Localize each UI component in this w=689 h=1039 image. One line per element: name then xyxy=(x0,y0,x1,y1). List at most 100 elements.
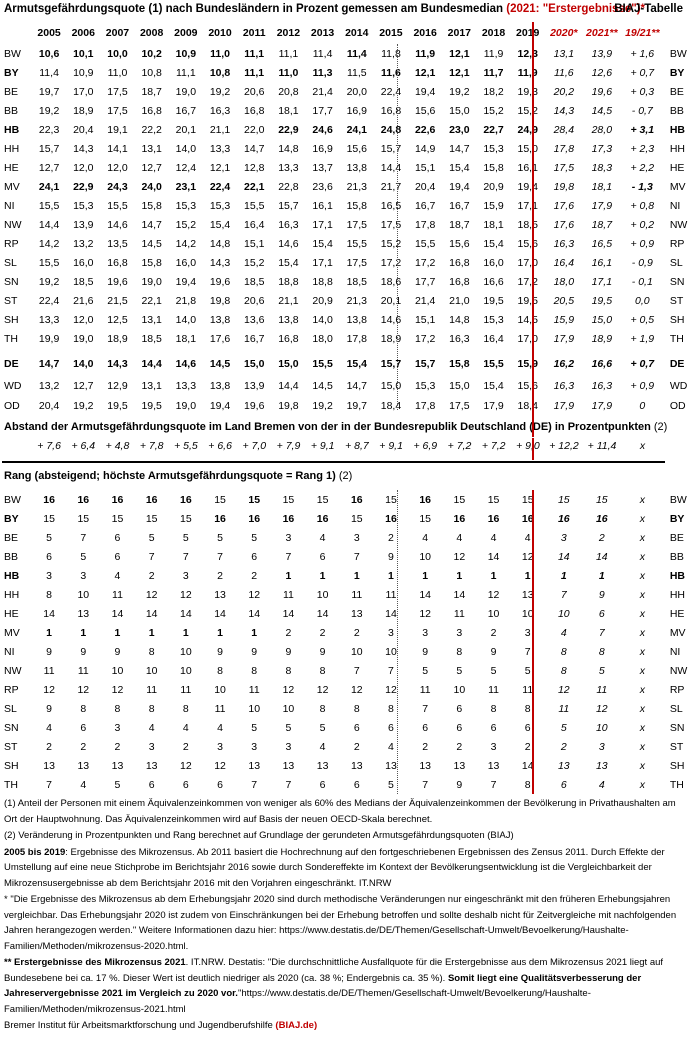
value-cell: 14,7 xyxy=(449,142,470,155)
row-nw: NW 11 11 10 10 10 8 8 8 8 7 7 5 5 5 5 8 5 x NW xyxy=(0,661,689,680)
value-cell: 18,8 xyxy=(278,275,299,288)
value-cell: + 1,9 xyxy=(630,332,655,345)
value-cell: 17,2 xyxy=(380,256,402,269)
value-cell: 8 xyxy=(524,778,531,791)
state-label-right: WD xyxy=(669,380,688,392)
value-cell: 10 xyxy=(419,550,431,563)
value-cell: + 3,1 xyxy=(630,123,655,136)
value-cell: 16,8 xyxy=(278,332,299,345)
value-cell: 1 xyxy=(490,569,497,582)
value-cell: 17,2 xyxy=(414,332,436,345)
value-cell: 16,0 xyxy=(73,256,94,269)
value-cell: 6 xyxy=(217,778,223,791)
state-label: TH xyxy=(4,778,18,791)
value-cell: 3 xyxy=(524,626,531,639)
value-cell: 0 xyxy=(639,400,646,412)
state-label-right: SN xyxy=(669,721,685,734)
value-cell: 17,6 xyxy=(553,218,575,231)
value-cell: 9 xyxy=(114,645,121,658)
value-cell: 5 xyxy=(524,664,531,677)
value-cell: 19,2 xyxy=(38,104,60,117)
value-cell: + 2,3 xyxy=(630,142,655,155)
value-cell: 18,3 xyxy=(591,161,613,174)
value-cell: 15,6 xyxy=(346,142,367,155)
state-label: HH xyxy=(4,142,20,155)
value-cell: 15,2 xyxy=(244,256,265,269)
state-label: SN xyxy=(4,721,19,734)
value-cell: 15 xyxy=(316,493,329,506)
value-cell: 28,0 xyxy=(591,123,613,136)
value-cell: 7 xyxy=(285,550,292,563)
value-cell: 19,4 xyxy=(517,180,538,193)
value-cell: 23,1 xyxy=(175,180,197,193)
value-cell: 12 xyxy=(595,702,608,715)
value-cell: 8 xyxy=(490,702,497,715)
value-cell: 15 xyxy=(180,512,192,525)
rank-heading: Rang (absteigend; höchste Armutsgefährdu… xyxy=(4,470,353,482)
row-bb: BB 19,2 18,9 17,5 16,8 16,7 16,3 16,8 18,1 17,7 16… xyxy=(0,101,689,120)
value-cell: 11 xyxy=(180,683,192,696)
value-cell: 14 xyxy=(557,550,570,563)
value-cell: 16,7 xyxy=(449,199,470,212)
value-cell: 14,8 xyxy=(278,142,299,155)
value-cell: 13 xyxy=(77,759,90,772)
value-cell: 15,3 xyxy=(414,380,436,392)
year-header: 2008 xyxy=(139,27,164,39)
value-cell: 21,3 xyxy=(346,180,367,193)
value-cell: 18,9 xyxy=(107,332,128,345)
value-cell: 7 xyxy=(285,778,292,791)
value-cell: 10 xyxy=(385,645,397,658)
value-cell: 24,8 xyxy=(380,123,402,136)
state-label: SH xyxy=(4,759,19,772)
value-cell: 12,0 xyxy=(107,161,128,174)
value-cell: 5 xyxy=(251,531,258,544)
value-cell: 6 xyxy=(148,778,155,791)
value-cell: 9 xyxy=(285,645,292,658)
state-label: TH xyxy=(4,332,18,345)
value-cell: 14 xyxy=(214,607,226,620)
value-cell: 16 xyxy=(487,512,500,525)
value-cell: 18,5 xyxy=(244,275,265,288)
value-cell: 12 xyxy=(248,588,261,601)
value-cell: 6 xyxy=(353,778,360,791)
value-cell: 13,8 xyxy=(209,313,231,326)
year-header: 19/21** xyxy=(625,27,660,39)
year-header: 2017 xyxy=(447,27,472,39)
value-cell: 14,4 xyxy=(380,161,402,174)
value-cell: 17,5 xyxy=(346,218,367,231)
row-hb: HB 22,3 20,4 19,1 22,2 20,1 21,1 22,0 22,9 24,6 24… xyxy=(0,120,689,139)
value-cell: 22,1 xyxy=(141,294,162,307)
state-label: NW xyxy=(4,664,22,677)
value-cell: 19,5 xyxy=(591,294,613,307)
row-hh: HH 15,7 14,3 14,1 13,1 14,0 13,3 14,7 14,8 16,9 15… xyxy=(0,139,689,158)
value-cell: 19,2 xyxy=(38,275,60,288)
value-cell: 16 xyxy=(595,512,608,525)
state-label: HB xyxy=(4,569,20,582)
value-cell: 6 xyxy=(490,721,497,734)
value-cell: 12,0 xyxy=(73,313,94,326)
value-cell: 17,7 xyxy=(312,104,333,117)
value-cell: 19,2 xyxy=(73,400,94,412)
state-label-right: HB xyxy=(669,123,685,136)
value-cell: 11,0 xyxy=(210,47,230,60)
diff-value: + 4,8 xyxy=(105,440,130,452)
diff-heading: Abstand der Armutsgefährdungsquote im La… xyxy=(4,421,668,433)
value-cell: 2 xyxy=(598,531,605,544)
value-cell: 13,9 xyxy=(73,218,94,231)
value-cell: 16,4 xyxy=(244,218,265,231)
diff-value: + 8,7 xyxy=(345,440,369,452)
value-cell: 10 xyxy=(316,588,329,601)
value-cell: 17,5 xyxy=(107,85,128,98)
value-cell: 15 xyxy=(521,493,534,506)
value-cell: 19,0 xyxy=(175,85,197,98)
value-cell: 17,1 xyxy=(312,256,333,269)
value-cell: 16 xyxy=(282,512,295,525)
value-cell: 15,5 xyxy=(244,199,265,212)
year-header: 2016 xyxy=(413,27,437,39)
value-cell: 15,3 xyxy=(483,313,504,326)
value-cell: 2 xyxy=(148,569,155,582)
value-cell: 14 xyxy=(453,588,466,601)
value-cell: 22,8 xyxy=(278,180,299,193)
diff-value: + 6,4 xyxy=(71,440,96,452)
value-cell: 18,9 xyxy=(380,332,402,345)
